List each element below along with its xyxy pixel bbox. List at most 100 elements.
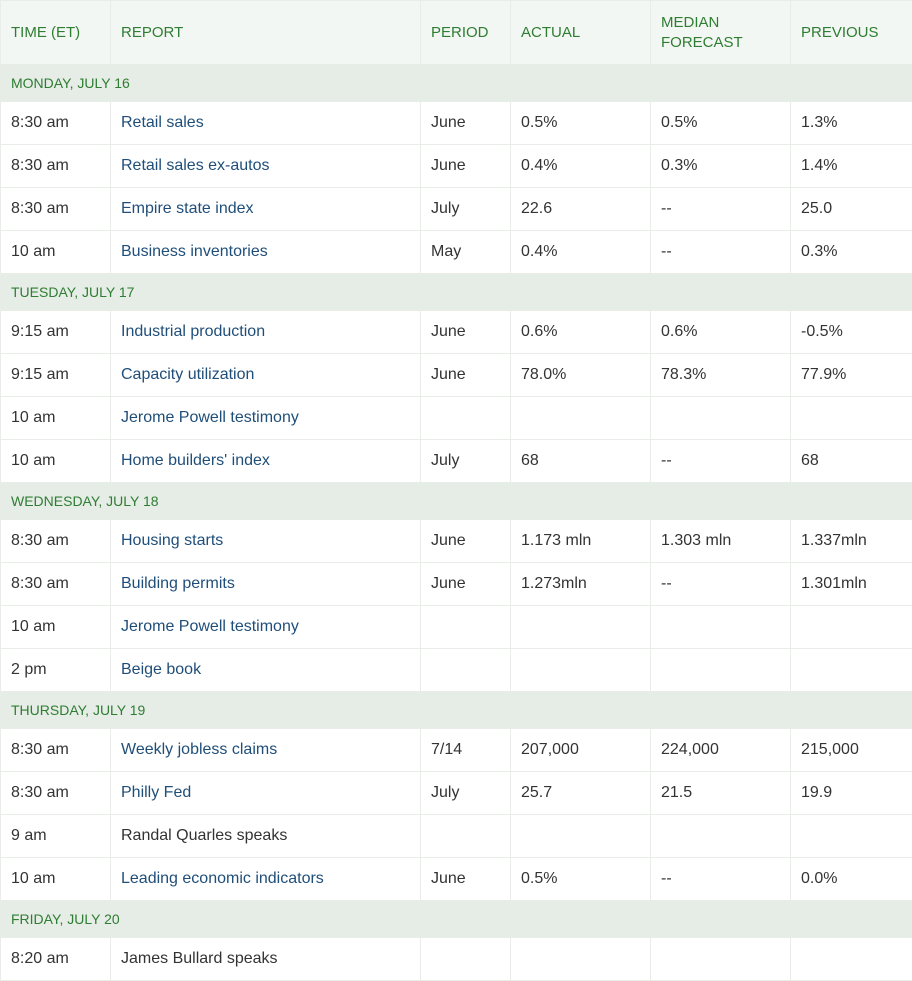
cell-report: Empire state index: [111, 188, 421, 231]
cell-time: 10 am: [1, 440, 111, 483]
cell-forecast: 0.3%: [651, 145, 791, 188]
cell-forecast: 224,000: [651, 729, 791, 772]
report-link[interactable]: Leading economic indicators: [121, 870, 324, 887]
cell-time: 8:30 am: [1, 729, 111, 772]
report-link[interactable]: Business inventories: [121, 243, 268, 260]
cell-actual: 0.5%: [511, 102, 651, 145]
cell-actual: 207,000: [511, 729, 651, 772]
table-row: 8:30 amWeekly jobless claims7/14207,0002…: [1, 729, 912, 772]
cell-actual: [511, 649, 651, 692]
report-link[interactable]: Philly Fed: [121, 784, 191, 801]
cell-previous: 1.4%: [791, 145, 912, 188]
cell-actual: [511, 606, 651, 649]
report-link[interactable]: Retail sales ex-autos: [121, 157, 270, 174]
report-link[interactable]: Weekly jobless claims: [121, 741, 277, 758]
report-link[interactable]: Home builders' index: [121, 452, 270, 469]
cell-period: June: [421, 520, 511, 563]
cell-actual: 0.4%: [511, 231, 651, 274]
cell-forecast: 0.6%: [651, 311, 791, 354]
report-link[interactable]: Jerome Powell testimony: [121, 409, 299, 426]
report-link[interactable]: Capacity utilization: [121, 366, 254, 383]
cell-previous: [791, 606, 912, 649]
cell-actual: [511, 815, 651, 858]
cell-period: [421, 938, 511, 981]
report-link[interactable]: Building permits: [121, 575, 235, 592]
cell-period: June: [421, 311, 511, 354]
table-row: 8:30 amPhilly FedJuly25.721.519.9: [1, 772, 912, 815]
cell-report: Retail sales ex-autos: [111, 145, 421, 188]
col-header-report: REPORT: [111, 1, 421, 65]
report-link[interactable]: Retail sales: [121, 114, 204, 131]
cell-report: Business inventories: [111, 231, 421, 274]
cell-actual: 25.7: [511, 772, 651, 815]
report-link[interactable]: Jerome Powell testimony: [121, 618, 299, 635]
cell-previous: 215,000: [791, 729, 912, 772]
cell-forecast: 1.303 mln: [651, 520, 791, 563]
cell-report: Leading economic indicators: [111, 858, 421, 901]
cell-previous: 19.9: [791, 772, 912, 815]
table-row: 8:30 am Housing starts June1.173 mln1.303 …: [1, 520, 912, 563]
day-header-row: WEDNESDAY, JULY 18: [1, 483, 912, 520]
report-link[interactable]: Industrial production: [121, 323, 265, 340]
report-link[interactable]: Empire state index: [121, 200, 254, 217]
cell-forecast: [651, 815, 791, 858]
report-link[interactable]: Beige book: [121, 661, 201, 678]
table-row: 8:20 amJames Bullard speaks: [1, 938, 912, 981]
day-header-row: FRIDAY, JULY 20: [1, 901, 912, 938]
cell-report: Home builders' index: [111, 440, 421, 483]
cell-forecast: [651, 606, 791, 649]
cell-actual: 22.6: [511, 188, 651, 231]
table-row: 2 pm Beige book: [1, 649, 912, 692]
cell-time: 8:30 am: [1, 563, 111, 606]
table-row: 10 amLeading economic indicatorsJune0.5%…: [1, 858, 912, 901]
cell-actual: 78.0%: [511, 354, 651, 397]
day-header-label: TUESDAY, JULY 17: [1, 274, 912, 311]
cell-period: [421, 815, 511, 858]
day-header-label: FRIDAY, JULY 20: [1, 901, 912, 938]
cell-time: 10 am: [1, 606, 111, 649]
cell-report: Capacity utilization: [111, 354, 421, 397]
cell-period: May: [421, 231, 511, 274]
table-row: 8:30 amRetail sales ex-autosJune0.4%0.3%…: [1, 145, 912, 188]
cell-forecast: --: [651, 440, 791, 483]
cell-previous: 1.3%: [791, 102, 912, 145]
cell-report: Jerome Powell testimony: [111, 397, 421, 440]
cell-previous: 25.0: [791, 188, 912, 231]
cell-forecast: --: [651, 858, 791, 901]
report-link[interactable]: Housing starts: [121, 532, 223, 549]
cell-period: July: [421, 772, 511, 815]
col-header-actual: ACTUAL: [511, 1, 651, 65]
cell-previous: 1.337mln: [791, 520, 912, 563]
cell-previous: [791, 649, 912, 692]
cell-period: [421, 397, 511, 440]
cell-report: Randal Quarles speaks: [111, 815, 421, 858]
economic-calendar-table: TIME (ET) REPORT PERIOD ACTUAL MEDIAN FO…: [0, 0, 912, 981]
cell-period: July: [421, 188, 511, 231]
cell-time: 8:30 am: [1, 520, 111, 563]
day-header-label: THURSDAY, JULY 19: [1, 692, 912, 729]
cell-time: 2 pm: [1, 649, 111, 692]
table-header: TIME (ET) REPORT PERIOD ACTUAL MEDIAN FO…: [1, 1, 912, 65]
table-body: MONDAY, JULY 168:30 amRetail salesJune0.…: [1, 65, 912, 981]
col-header-forecast: MEDIAN FORECAST: [651, 1, 791, 65]
cell-time: 8:20 am: [1, 938, 111, 981]
cell-actual: [511, 397, 651, 440]
cell-forecast: --: [651, 231, 791, 274]
table-row: 10 amJerome Powell testimony: [1, 397, 912, 440]
cell-period: June: [421, 354, 511, 397]
cell-report: Jerome Powell testimony: [111, 606, 421, 649]
cell-period: June: [421, 858, 511, 901]
cell-period: June: [421, 145, 511, 188]
cell-report: Industrial production: [111, 311, 421, 354]
cell-report: Retail sales: [111, 102, 421, 145]
cell-previous: [791, 938, 912, 981]
cell-period: June: [421, 563, 511, 606]
cell-period: [421, 649, 511, 692]
cell-report: Building permits: [111, 563, 421, 606]
cell-actual: 1.173 mln: [511, 520, 651, 563]
cell-time: 9:15 am: [1, 311, 111, 354]
cell-previous: [791, 815, 912, 858]
table-row: 10 am Jerome Powell testimony: [1, 606, 912, 649]
day-header-row: THURSDAY, JULY 19: [1, 692, 912, 729]
table-row: 8:30 amRetail salesJune0.5%0.5%1.3%: [1, 102, 912, 145]
